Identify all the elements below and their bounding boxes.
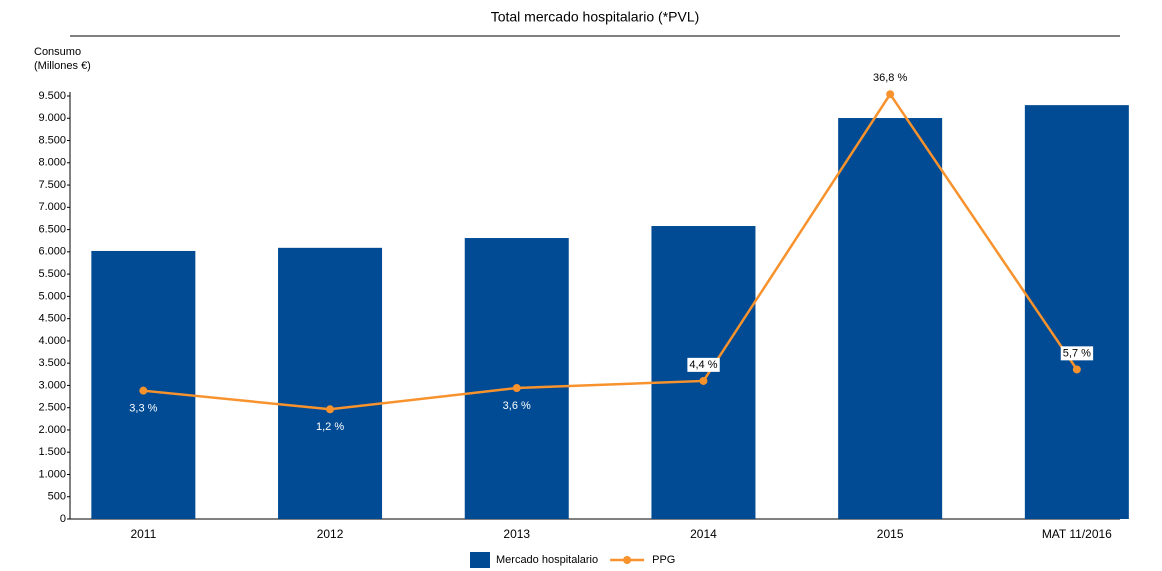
- legend-label: PPG: [652, 554, 675, 566]
- y-tick-label: 8.500: [38, 134, 66, 146]
- y-tick-label: 4.500: [38, 313, 66, 325]
- line-point: [512, 384, 521, 393]
- y-tick-label: 6.000: [38, 246, 66, 258]
- y-tick-label: 5.000: [38, 290, 66, 302]
- y-tick-label: 1.500: [38, 446, 66, 458]
- y-tick-label: 3.500: [38, 357, 66, 369]
- x-tick-label: 2011: [130, 527, 156, 541]
- data-label: 5,7 %: [1063, 347, 1091, 359]
- y-tick-label: 4.000: [38, 335, 66, 347]
- y-tick-label: 0: [60, 513, 66, 525]
- data-label: 3,3 %: [129, 403, 157, 415]
- data-label: 36,8 %: [873, 72, 907, 84]
- x-tick-label: 2014: [690, 527, 717, 541]
- y-tick-label: 8.000: [38, 157, 66, 169]
- y-tick-label: 7.000: [38, 201, 66, 213]
- y-tick-label: 2.500: [38, 402, 66, 414]
- bar: [278, 247, 383, 520]
- y-tick-label: 3.000: [38, 379, 66, 391]
- line-point: [1072, 365, 1081, 374]
- line-point: [886, 90, 895, 99]
- legend-label: Mercado hospitalario: [496, 554, 598, 566]
- line-point: [699, 376, 708, 385]
- bar: [1024, 105, 1129, 519]
- data-label-box: [1060, 346, 1094, 361]
- bar: [464, 238, 569, 519]
- bar: [651, 226, 756, 519]
- x-tick-label: 2012: [317, 527, 344, 541]
- legend-swatch: [623, 556, 632, 564]
- data-label-box: [687, 357, 720, 372]
- data-label-box: [871, 71, 910, 86]
- legend-swatch: [470, 552, 490, 568]
- line-point: [326, 405, 335, 414]
- y-tick-label: 9.000: [38, 112, 66, 124]
- y-axis-label: Consumo: [34, 46, 81, 58]
- chart-title: Total mercado hospitalario (*PVL): [491, 9, 700, 25]
- y-tick-label: 9.500: [38, 90, 66, 102]
- y-tick-label: 5.500: [38, 268, 66, 280]
- line: [143, 91, 1078, 411]
- bar: [838, 118, 943, 519]
- y-axis-label: (Millones €): [34, 60, 91, 72]
- y-tick-label: 1.000: [38, 468, 66, 480]
- bar: [91, 250, 196, 519]
- y-tick-label: 6.500: [38, 223, 66, 235]
- data-label: 4,4 %: [689, 359, 717, 371]
- x-tick-label: 2015: [877, 527, 904, 541]
- x-tick-label: 2013: [503, 527, 530, 541]
- y-tick-label: 500: [48, 491, 66, 503]
- y-tick-label: 2.000: [38, 424, 66, 436]
- x-tick-label: MAT 11/2016: [1042, 527, 1112, 541]
- y-tick-label: 7.500: [38, 179, 66, 191]
- data-label: 3,6 %: [503, 400, 531, 412]
- line-point: [139, 386, 148, 395]
- data-label: 1,2 %: [316, 421, 344, 433]
